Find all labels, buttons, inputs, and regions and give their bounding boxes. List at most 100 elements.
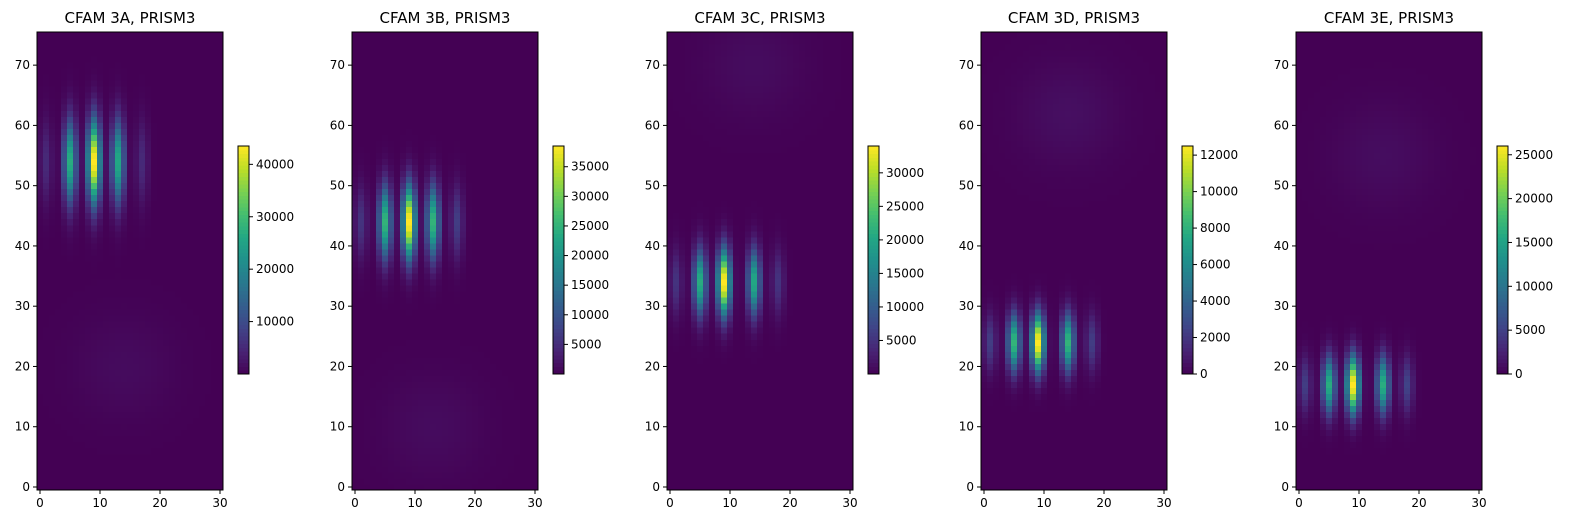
heatmap-cells bbox=[667, 32, 854, 491]
colorbar-tick-label: 5000 bbox=[1515, 323, 1546, 337]
chart-title: CFAM 3E, PRISM3 bbox=[1324, 9, 1454, 27]
x-tick-label: 10 bbox=[1036, 496, 1051, 510]
heatmap-cells bbox=[1296, 32, 1483, 491]
axes-frame bbox=[1295, 31, 1483, 491]
colorbar-tick-label: 30000 bbox=[571, 189, 609, 203]
colorbar-tick-label: 0 bbox=[1200, 367, 1208, 381]
colorbar-tick-label: 10000 bbox=[256, 315, 294, 329]
colorbar-tick-label: 15000 bbox=[571, 278, 609, 292]
heatmap-panel-1: CFAM 3A, PRISM3 0 10 20 30 0 10 20 30 40 50 60 70 100… bbox=[15, 9, 294, 510]
y-tick-label: 20 bbox=[330, 359, 345, 373]
y-tick-label: 30 bbox=[330, 299, 345, 313]
colorbar: 5000 10000 15000 20000 25000 30000 bbox=[867, 145, 924, 375]
y-tick-label: 40 bbox=[15, 239, 30, 253]
y-tick-label: 0 bbox=[652, 480, 660, 494]
axes-frame bbox=[36, 31, 224, 491]
x-tick-label: 30 bbox=[212, 496, 227, 510]
colorbar-tick-label: 35000 bbox=[571, 160, 609, 174]
chart-title: CFAM 3D, PRISM3 bbox=[1008, 9, 1140, 27]
chart-title: CFAM 3B, PRISM3 bbox=[380, 9, 511, 27]
heatmap-panel-4: CFAM 3D, PRISM3 0 10 20 30 0 10 20 30 40 50 60 70 0 20… bbox=[959, 9, 1238, 510]
colorbar-tick-label: 4000 bbox=[1200, 294, 1231, 308]
colorbar-tick-label: 5000 bbox=[571, 337, 602, 351]
colorbar-frame bbox=[237, 145, 250, 375]
x-tick-label: 0 bbox=[351, 496, 359, 510]
colorbar: 0 5000 10000 15000 20000 25000 bbox=[1496, 145, 1553, 381]
y-tick-label: 10 bbox=[330, 420, 345, 434]
colorbar-tick-label: 0 bbox=[1515, 367, 1523, 381]
y-tick-label: 20 bbox=[959, 359, 974, 373]
heatmap-panel-5: CFAM 3E, PRISM3 0 10 20 30 0 10 20 30 40 50 60 70 0 50… bbox=[1274, 9, 1553, 510]
y-tick-label: 70 bbox=[1274, 58, 1289, 72]
colorbar-tick-label: 25000 bbox=[886, 199, 924, 213]
colorbar-tick-label: 10000 bbox=[1200, 185, 1238, 199]
colorbar-tick-label: 20000 bbox=[256, 262, 294, 276]
x-tick-label: 20 bbox=[152, 496, 167, 510]
x-tick-label: 20 bbox=[782, 496, 797, 510]
heatmap-panel-3: CFAM 3C, PRISM3 0 10 20 30 0 10 20 30 40 50 60 70 500… bbox=[645, 9, 924, 510]
colorbar-tick-label: 10000 bbox=[1515, 279, 1553, 293]
colorbar-frame bbox=[552, 145, 565, 375]
colorbar-tick-label: 30000 bbox=[886, 166, 924, 180]
y-tick-label: 10 bbox=[645, 420, 660, 434]
heatmap-cells bbox=[981, 32, 1168, 491]
colorbar-tick-label: 2000 bbox=[1200, 331, 1231, 345]
x-tick-label: 10 bbox=[1351, 496, 1366, 510]
heatmap-cells bbox=[37, 32, 224, 491]
y-tick-label: 40 bbox=[1274, 239, 1289, 253]
x-tick-label: 20 bbox=[1096, 496, 1111, 510]
colorbar-tick-label: 25000 bbox=[1515, 148, 1553, 162]
heatmap-cells bbox=[352, 32, 539, 491]
y-tick-label: 60 bbox=[959, 118, 974, 132]
y-tick-label: 60 bbox=[1274, 118, 1289, 132]
x-tick-label: 20 bbox=[467, 496, 482, 510]
y-tick-label: 50 bbox=[1274, 179, 1289, 193]
x-tick-label: 30 bbox=[527, 496, 542, 510]
y-tick-label: 20 bbox=[1274, 359, 1289, 373]
colorbar-frame bbox=[867, 145, 880, 375]
axes-frame bbox=[980, 31, 1168, 491]
x-tick-label: 30 bbox=[1156, 496, 1171, 510]
colorbar-tick-label: 6000 bbox=[1200, 258, 1231, 272]
x-tick-label: 10 bbox=[722, 496, 737, 510]
y-tick-label: 70 bbox=[959, 58, 974, 72]
colorbar: 10000 20000 30000 40000 bbox=[237, 145, 294, 375]
y-tick-label: 40 bbox=[959, 239, 974, 253]
colorbar-tick-label: 25000 bbox=[571, 219, 609, 233]
x-tick-label: 10 bbox=[407, 496, 422, 510]
y-tick-label: 30 bbox=[15, 299, 30, 313]
colorbar-tick-label: 10000 bbox=[571, 308, 609, 322]
colorbar-frame bbox=[1496, 145, 1509, 375]
y-tick-label: 30 bbox=[959, 299, 974, 313]
x-tick-label: 0 bbox=[980, 496, 988, 510]
y-tick-label: 30 bbox=[1274, 299, 1289, 313]
axes-frame bbox=[666, 31, 854, 491]
y-tick-label: 50 bbox=[330, 179, 345, 193]
colorbar-tick-label: 20000 bbox=[886, 233, 924, 247]
y-tick-label: 0 bbox=[1281, 480, 1289, 494]
x-tick-label: 0 bbox=[1295, 496, 1303, 510]
y-tick-label: 50 bbox=[959, 179, 974, 193]
y-tick-label: 70 bbox=[330, 58, 345, 72]
y-tick-label: 10 bbox=[959, 420, 974, 434]
y-tick-label: 30 bbox=[645, 299, 660, 313]
y-tick-label: 0 bbox=[966, 480, 974, 494]
colorbar-tick-label: 10000 bbox=[886, 300, 924, 314]
y-tick-label: 50 bbox=[645, 179, 660, 193]
colorbar-tick-label: 40000 bbox=[256, 157, 294, 171]
y-tick-label: 50 bbox=[15, 179, 30, 193]
x-tick-label: 0 bbox=[666, 496, 674, 510]
y-tick-label: 40 bbox=[645, 239, 660, 253]
colorbar-frame bbox=[1181, 145, 1194, 375]
y-tick-label: 70 bbox=[15, 58, 30, 72]
y-tick-label: 0 bbox=[337, 480, 345, 494]
colorbar-tick-label: 15000 bbox=[1515, 235, 1553, 249]
x-tick-label: 30 bbox=[842, 496, 857, 510]
colorbar: 5000 10000 15000 20000 25000 30000 35000 bbox=[552, 145, 609, 375]
colorbar-tick-label: 5000 bbox=[886, 333, 917, 347]
colorbar-tick-label: 12000 bbox=[1200, 148, 1238, 162]
colorbar-tick-label: 30000 bbox=[256, 210, 294, 224]
chart-title: CFAM 3A, PRISM3 bbox=[65, 9, 196, 27]
y-tick-label: 20 bbox=[15, 359, 30, 373]
